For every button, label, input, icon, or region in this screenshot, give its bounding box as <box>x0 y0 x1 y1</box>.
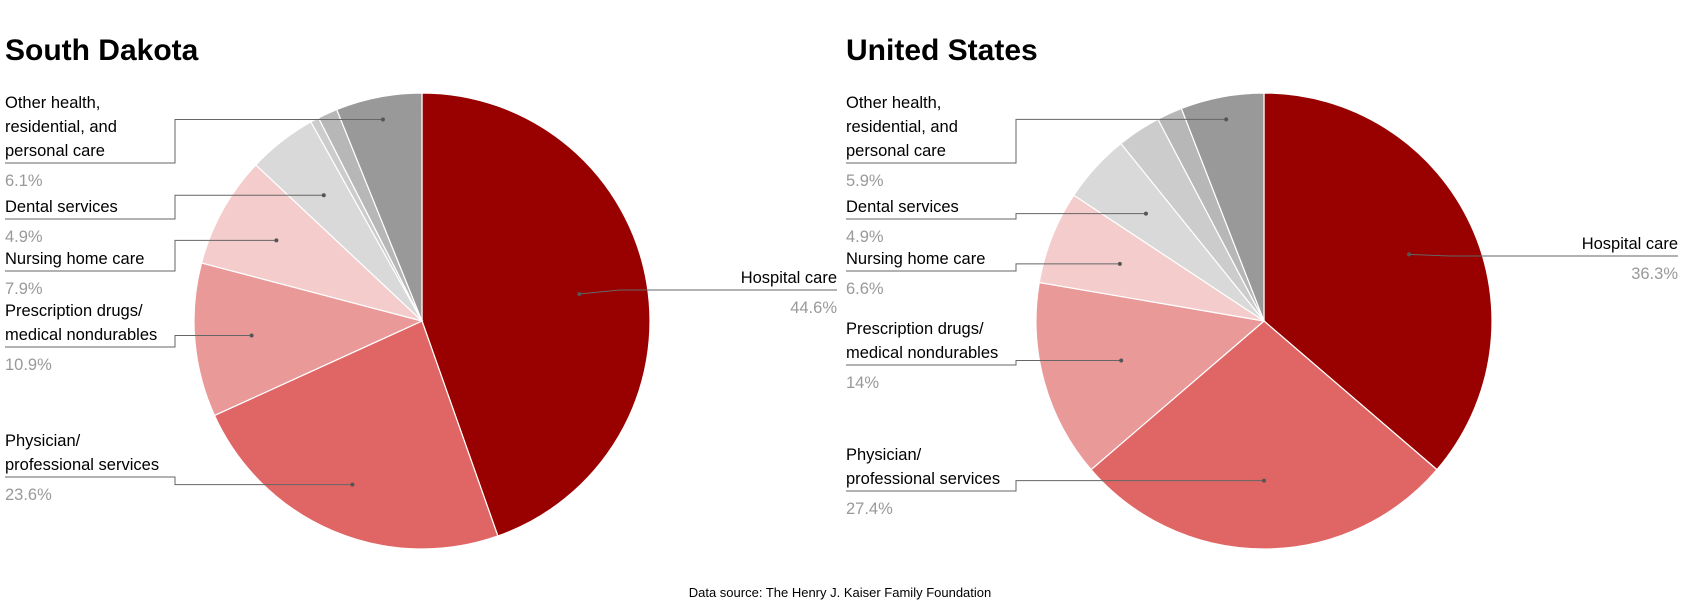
leader-dot-dental-services <box>1143 211 1148 216</box>
leader-lines-south-dakota <box>5 117 837 487</box>
slice-label-prescription-drugs-medical-nondurables: medical nondurables <box>846 344 998 362</box>
leader-line-physician-professional-services <box>846 480 1264 492</box>
chart-title-south-dakota: South Dakota <box>5 34 199 67</box>
leader-dot-physician-professional-services <box>350 482 355 487</box>
slice-value-hospital-care: 36.3% <box>1631 265 1678 283</box>
slice-value-nursing-home-care: 6.6% <box>846 280 884 298</box>
leader-dot-prescription-drugs-medical-nondurables <box>249 333 254 338</box>
slice-label-dental-services: Dental services <box>5 198 118 216</box>
slice-label-other-health-residential-and-personal-care: Other health, <box>5 94 100 112</box>
leader-line-prescription-drugs-medical-nondurables <box>5 334 252 348</box>
pie-slice-other-health-residential-and-personal-care <box>335 92 423 322</box>
slice-value-dental-services: 4.9% <box>5 228 43 246</box>
leader-lines-united-states <box>846 117 1678 492</box>
pie-slice-hospital-care <box>1263 92 1493 471</box>
pie-slice-physician-professional-services <box>1090 320 1438 550</box>
leader-dot-nursing-home-care <box>1117 261 1122 266</box>
leader-dot-nursing-home-care <box>274 238 279 243</box>
leader-dot-other-health-residential-and-personal-care <box>1224 117 1229 122</box>
slice-label-prescription-drugs-medical-nondurables: Prescription drugs/ <box>846 320 984 338</box>
leader-dot-other-health-residential-and-personal-care <box>380 117 385 122</box>
pie-slice-prescription-drugs-medical-nondurables <box>1035 281 1266 471</box>
pie-slice-other-health-residential-and-personal-care <box>1180 92 1265 322</box>
pie-chart-south-dakota: South Dakota Other health, residential, a… <box>5 34 837 550</box>
leader-line-physician-professional-services <box>5 476 353 486</box>
leader-line-hospital-care <box>1409 253 1678 257</box>
pie-slices-south-dakota <box>193 92 651 550</box>
slice-value-other-health-residential-and-personal-care: 5.9% <box>846 172 884 190</box>
slice-label-prescription-drugs-medical-nondurables: Prescription drugs/ <box>5 302 143 320</box>
leader-line-other-health-residential-and-personal-care <box>5 119 383 164</box>
pie-slice-physician-professional-services <box>213 320 499 550</box>
leader-dot-physician-professional-services <box>1262 478 1266 483</box>
slice-value-prescription-drugs-medical-nondurables: 10.9% <box>5 356 52 374</box>
slice-label-nursing-home-care: Nursing home care <box>5 250 144 268</box>
slice-label-other-health-residential-and-personal-care: personal care <box>846 142 946 160</box>
slice-labels-united-states: Other health, residential, and personal ca… <box>846 94 1678 518</box>
pie-slice-hospital-care <box>421 92 651 537</box>
leader-dot-hospital-care <box>577 292 582 297</box>
slice-label-hospital-care: Hospital care <box>741 269 837 287</box>
slice-value-prescription-drugs-medical-nondurables: 14% <box>846 374 879 392</box>
slice-label-other-health-residential-and-personal-care: personal care <box>5 142 105 160</box>
chart-title-united-states: United States <box>846 34 1038 67</box>
slice-label-other-health-residential-and-personal-care: Other health, <box>846 94 941 112</box>
slice-label-physician-professional-services: Physician/ <box>5 432 81 450</box>
slice-label-other-health-residential-and-personal-care: residential, and <box>5 118 117 136</box>
slice-value-hospital-care: 44.6% <box>790 299 837 317</box>
leader-line-nursing-home-care <box>846 263 1120 272</box>
leader-line-nursing-home-care <box>5 239 277 272</box>
slice-label-physician-professional-services: Physician/ <box>846 446 922 464</box>
slice-value-nursing-home-care: 7.9% <box>5 280 43 298</box>
leader-dot-hospital-care <box>1407 252 1412 257</box>
slice-label-dental-services: Dental services <box>846 198 959 216</box>
slice-value-physician-professional-services: 23.6% <box>5 486 52 504</box>
leader-line-prescription-drugs-medical-nondurables <box>846 360 1122 366</box>
data-source-note: Data source: The Henry J. Kaiser Family … <box>689 585 992 600</box>
pie-chart-united-states: United States Other health, residential, … <box>846 34 1678 550</box>
leader-line-hospital-care <box>579 289 837 295</box>
slice-value-physician-professional-services: 27.4% <box>846 500 893 518</box>
leader-line-other-health-residential-and-personal-care <box>846 118 1227 164</box>
leader-line-dental-services <box>5 194 324 220</box>
leader-line-dental-services <box>846 213 1146 220</box>
leader-dot-prescription-drugs-medical-nondurables <box>1119 358 1124 363</box>
pie-slice-prescription-drugs-medical-nondurables <box>193 262 424 417</box>
slice-value-dental-services: 4.9% <box>846 228 884 246</box>
slice-labels-south-dakota: Other health, residential, and personal ca… <box>5 94 837 504</box>
pie-slice-nursing-home-care <box>200 164 423 322</box>
slice-label-hospital-care: Hospital care <box>1582 235 1678 253</box>
slice-value-other-health-residential-and-personal-care: 6.1% <box>5 172 43 190</box>
slice-label-physician-professional-services: professional services <box>846 470 1000 488</box>
pie-slices-united-states <box>1035 92 1493 550</box>
slice-label-other-health-residential-and-personal-care: residential, and <box>846 118 958 136</box>
slice-label-nursing-home-care: Nursing home care <box>846 250 985 268</box>
slice-label-prescription-drugs-medical-nondurables: medical nondurables <box>5 326 157 344</box>
leader-dot-dental-services <box>321 193 326 198</box>
slice-label-physician-professional-services: professional services <box>5 456 159 474</box>
